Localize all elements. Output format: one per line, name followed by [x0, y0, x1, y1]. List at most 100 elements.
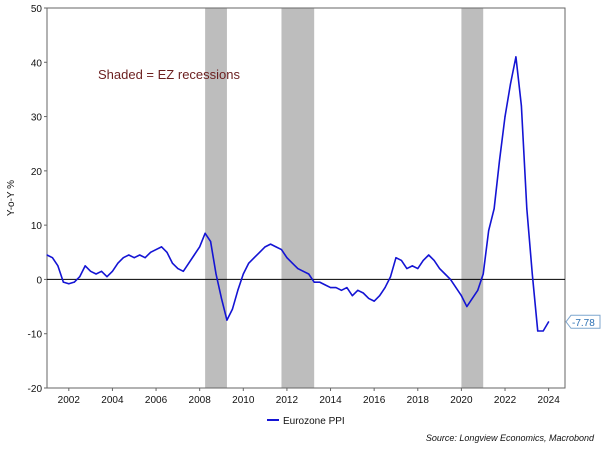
data-point [209, 240, 212, 243]
data-point [422, 259, 424, 262]
data-point [302, 270, 304, 272]
data-point [460, 295, 462, 297]
x-tick-label: 2008 [189, 395, 212, 406]
data-point [188, 262, 190, 264]
data-point [51, 257, 54, 259]
data-point [90, 270, 92, 272]
data-point [46, 254, 48, 256]
data-point [389, 276, 392, 278]
series-layer [46, 56, 550, 332]
data-point [122, 257, 124, 259]
data-point [291, 262, 293, 264]
data-point [493, 208, 495, 210]
data-point [488, 229, 490, 232]
data-point [471, 297, 473, 300]
y-tick-label: -10 [28, 330, 43, 341]
y-tick-label: 10 [31, 221, 43, 232]
data-point [548, 321, 550, 323]
data-point [166, 251, 168, 253]
x-axis: 2002 2004 2006 2008 2010 2012 2014 2016 2018 2020… [58, 388, 561, 406]
last-value-label: -7.78 [572, 318, 595, 329]
data-point [449, 278, 452, 281]
data-point [368, 297, 370, 300]
data-point [100, 270, 103, 272]
data-point [95, 273, 97, 275]
y-tick-label: -20 [28, 384, 43, 395]
data-point [237, 289, 239, 291]
data-point [537, 330, 539, 332]
data-point [509, 83, 512, 85]
data-point [531, 273, 533, 275]
data-point [57, 265, 59, 267]
data-point [128, 254, 130, 256]
data-point [286, 257, 288, 259]
data-point [62, 281, 64, 283]
data-point [411, 265, 413, 267]
data-point [182, 270, 184, 272]
legend-label-eurozone-ppi: Eurozone PPI [283, 416, 345, 427]
data-point [498, 159, 501, 161]
data-point [520, 105, 522, 107]
data-point [433, 259, 435, 262]
y-axis: -20 -10 0 10 20 30 40 50 [28, 4, 47, 395]
data-point [144, 257, 146, 259]
data-point [73, 281, 75, 283]
data-point [308, 273, 310, 275]
data-point [139, 254, 141, 256]
data-point [438, 267, 441, 270]
x-tick-label: 2020 [450, 395, 473, 406]
x-tick-label: 2002 [58, 395, 81, 406]
data-point [215, 273, 217, 275]
last-value-callout: -7.78 [565, 314, 601, 329]
data-point [444, 273, 446, 275]
data-point [526, 208, 528, 210]
x-tick-label: 2024 [538, 395, 561, 406]
x-tick-label: 2014 [319, 395, 342, 406]
data-point [231, 308, 233, 310]
y-tick-label: 50 [31, 4, 43, 15]
x-tick-label: 2004 [101, 395, 124, 406]
data-point [199, 246, 201, 248]
data-point [515, 56, 517, 58]
data-point [346, 286, 348, 289]
recession-bands [205, 8, 484, 388]
data-point [351, 295, 353, 297]
data-point [335, 286, 337, 289]
data-point [373, 300, 375, 302]
data-point [269, 243, 272, 245]
data-point [542, 330, 544, 332]
last-value-callout-box [565, 314, 601, 329]
x-tick-label: 2022 [494, 395, 517, 406]
data-point [171, 262, 174, 264]
data-point [417, 267, 419, 270]
data-point [204, 232, 206, 234]
data-point [160, 246, 163, 248]
data-point [79, 276, 81, 278]
x-tick-label: 2006 [145, 395, 168, 406]
y-tick-label: 0 [36, 275, 42, 286]
data-point [133, 257, 135, 259]
recession-band-3 [461, 8, 484, 388]
data-point [280, 248, 283, 251]
source-note: Source: Longview Economics, Macrobond [426, 433, 595, 443]
data-point [313, 281, 315, 283]
data-point [84, 265, 86, 267]
data-point [466, 305, 468, 308]
recession-band-2 [281, 8, 315, 388]
data-point [275, 246, 277, 248]
recession-band-1 [205, 8, 227, 388]
data-point [248, 262, 250, 264]
data-point [177, 267, 179, 270]
data-point [242, 273, 244, 275]
data-point [226, 319, 228, 321]
data-point [193, 254, 195, 256]
data-point [259, 251, 261, 253]
data-point [220, 297, 223, 300]
plot-frame [46, 7, 566, 389]
y-tick-label: 30 [31, 113, 43, 124]
data-point [379, 295, 381, 297]
x-tick-label: 2018 [407, 395, 430, 406]
data-point [477, 289, 479, 291]
data-point [400, 259, 403, 262]
